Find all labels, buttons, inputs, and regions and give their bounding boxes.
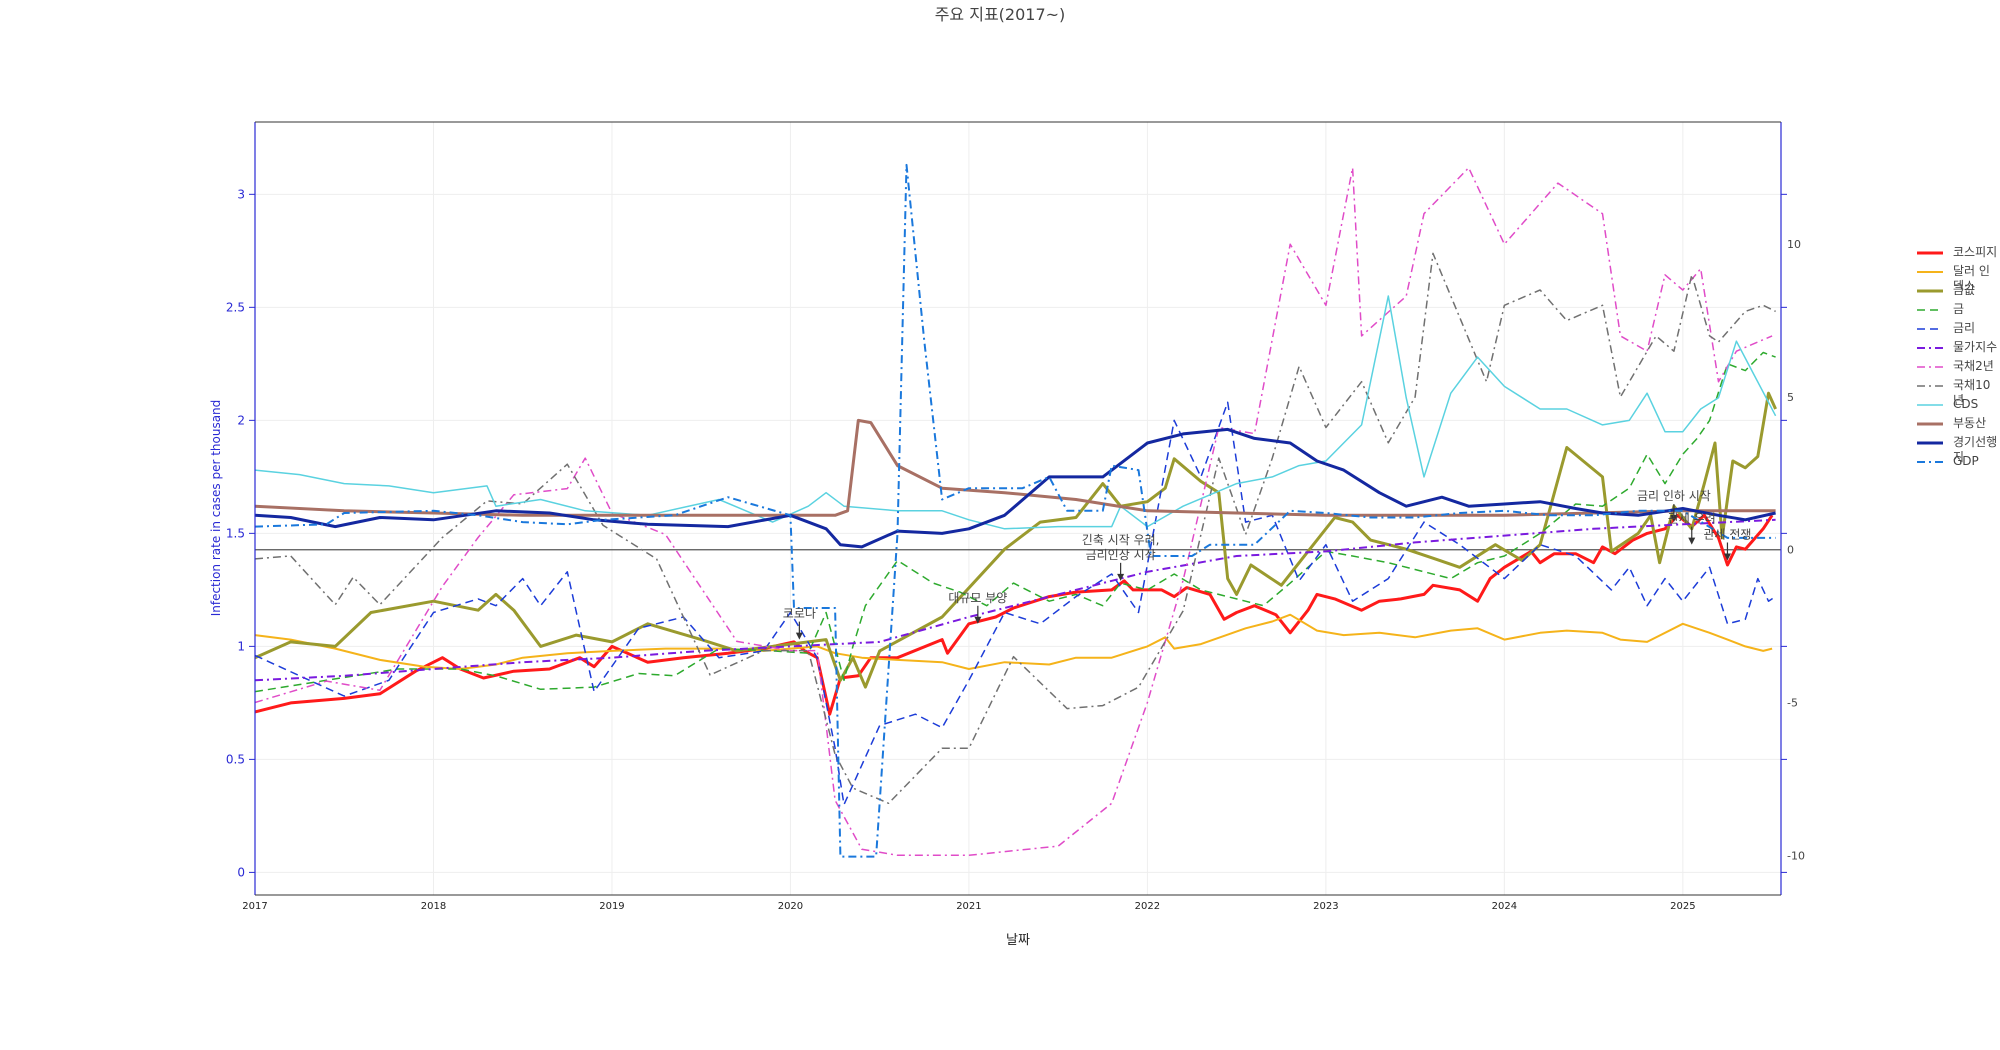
- x-tick-label: 2019: [599, 901, 624, 912]
- legend-item[interactable]: 물가지수: [1915, 340, 2000, 359]
- legend-label: 코스피지: [1953, 245, 1998, 259]
- x-tick-label: 2021: [956, 901, 981, 912]
- annotation-label: 대규모 부양: [948, 591, 1007, 605]
- legend-swatch: [1917, 289, 1943, 293]
- legend-item[interactable]: 달러 인덱스: [1915, 264, 2000, 293]
- legend-item[interactable]: 금값: [1915, 283, 2000, 302]
- legend-item[interactable]: 국채2년: [1915, 359, 2000, 378]
- legend-label: 경기선행지: [1953, 435, 1998, 464]
- legend-swatch: [1917, 441, 1943, 445]
- legend-swatch: [1917, 347, 1943, 349]
- legend-swatch: [1917, 271, 1943, 273]
- series-line-7: [254, 252, 1776, 805]
- legend-item[interactable]: 금리: [1915, 321, 2000, 340]
- legend-label: 금값: [1953, 283, 1976, 297]
- annotation-label: 관세 우려: [1668, 512, 1716, 526]
- legend-label: 달러 인덱스: [1953, 264, 1990, 293]
- series-line-10: [254, 427, 1776, 549]
- legend-item[interactable]: 경기선행지: [1915, 435, 2000, 464]
- annotation-label: 금리 인하 시작: [1637, 489, 1711, 503]
- annotation-label: 관세 전쟁: [1703, 527, 1751, 541]
- legend-label: CDS: [1953, 397, 1979, 411]
- legend-label: 금: [1953, 302, 1965, 316]
- x-tick-label: 2022: [1135, 901, 1160, 912]
- chart-title: 주요 지표(2017~): [935, 5, 1066, 24]
- series-lines: [254, 163, 1777, 858]
- annotation-arrowhead: [1688, 537, 1696, 545]
- legend-label: 국채2년: [1953, 359, 1994, 373]
- x-axis-label: 날짜: [1006, 933, 1030, 948]
- y-right-tick-label: 0: [1787, 544, 1794, 557]
- series-line-1: [254, 613, 1773, 670]
- y-right-tick-label: 10: [1787, 238, 1801, 251]
- series-line-5: [254, 518, 1776, 682]
- legend-label: 국채10년: [1953, 378, 1991, 407]
- y-left-tick-label: 2.5: [226, 300, 245, 314]
- x-tick-label: 2025: [1670, 901, 1695, 912]
- gridlines: [254, 122, 1781, 895]
- annotation-arrowhead: [1117, 573, 1125, 581]
- legend-item[interactable]: 금: [1915, 302, 2000, 321]
- legend-label: 부동산: [1953, 416, 1987, 430]
- legend-swatch: [1917, 366, 1943, 368]
- legend-swatch: [1917, 404, 1943, 406]
- legend-item[interactable]: GDP: [1915, 454, 2000, 473]
- x-tick-label: 2018: [421, 901, 446, 912]
- legend-item[interactable]: 부동산: [1915, 416, 2000, 435]
- x-tick-label: 2017: [242, 901, 267, 912]
- y-left-tick-label: 0: [237, 865, 245, 879]
- series-line-8: [254, 295, 1777, 530]
- y-left-tick-label: 3: [237, 187, 245, 201]
- legend-swatch: [1917, 461, 1943, 463]
- legend-label: 물가지수: [1953, 340, 1998, 354]
- legend-label: 금리: [1953, 321, 1976, 335]
- series-line-11: [254, 163, 1776, 858]
- legend-swatch: [1917, 422, 1943, 426]
- tick-labels: 2017 2018 2019 2020 2021 2022 2023 2024 2025 0 0.5…: [226, 187, 1805, 912]
- annotation-arrowhead: [974, 616, 982, 624]
- x-tick-label: 2024: [1492, 901, 1517, 912]
- legend-item[interactable]: 코스피지: [1915, 245, 2000, 264]
- legend-swatch: [1917, 251, 1943, 255]
- legend-item[interactable]: CDS: [1915, 397, 2000, 416]
- y-right-tick-label: -10: [1787, 849, 1805, 862]
- legend-swatch: [1917, 309, 1943, 311]
- y-left-tick-label: 2: [237, 413, 245, 427]
- legend-item[interactable]: 국채10년: [1915, 378, 2000, 407]
- x-tick-label: 2020: [778, 901, 803, 912]
- annotation-label: 코로나: [783, 607, 816, 621]
- y-right-tick-label: 5: [1787, 391, 1794, 404]
- y-axis-label: Infection rate in cases per thousand: [209, 400, 223, 617]
- legend-swatch: [1917, 385, 1943, 387]
- legend-swatch: [1917, 328, 1943, 330]
- annotation-arrowhead: [1670, 515, 1678, 523]
- series-line-3: [254, 351, 1776, 693]
- series-line-4: [254, 401, 1777, 806]
- series-line-9: [254, 418, 1776, 517]
- y-right-tick-label: -5: [1787, 697, 1798, 710]
- legend-label: GDP: [1953, 454, 1979, 468]
- axes: [249, 121, 1787, 896]
- y-left-tick-label: 0.5: [226, 752, 245, 766]
- x-tick-label: 2023: [1313, 901, 1338, 912]
- y-left-tick-label: 1.5: [226, 526, 245, 540]
- annotation-arrowhead: [1723, 553, 1731, 561]
- y-left-tick-label: 1: [237, 639, 245, 653]
- series-line-2: [254, 391, 1777, 689]
- annotation-arrowhead: [795, 632, 803, 640]
- annotation-label: 긴축 시작 우려, 금리인상 시작: [1082, 533, 1160, 562]
